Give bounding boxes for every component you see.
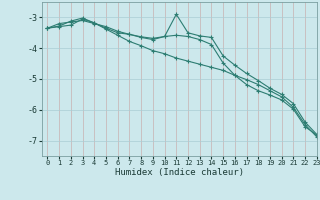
X-axis label: Humidex (Indice chaleur): Humidex (Indice chaleur) — [115, 168, 244, 177]
